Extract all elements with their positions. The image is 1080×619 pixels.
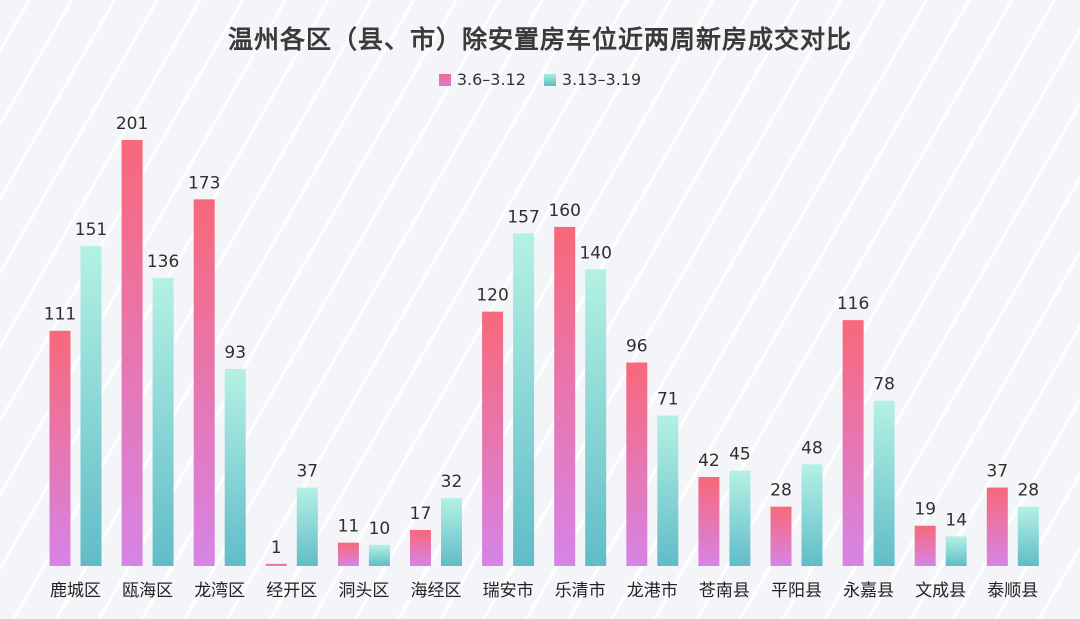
value-label-series-2-14: 28	[1017, 481, 1039, 501]
bar-series-1-13	[914, 525, 936, 566]
bar-series-2-7	[513, 233, 535, 567]
value-label-series-2-4: 37	[296, 462, 318, 482]
value-label-series-2-8: 140	[579, 243, 611, 263]
bar-series-1-7	[482, 311, 504, 566]
bar-series-2-5	[368, 544, 390, 566]
category-label-7: 瑞安市	[483, 581, 534, 601]
x-axis: 鹿城区 瓯海区 龙湾区 经开区 洞头区 海经区 瑞安市 乐清市 龙港市 苍南县 平阳县 永嘉县 文成县 泰…	[50, 581, 1038, 601]
bar-series-2-11	[801, 464, 823, 566]
value-label-series-1-2: 201	[116, 114, 148, 134]
value-label-series-2-3: 93	[224, 343, 246, 363]
value-label-series-1-5: 11	[338, 517, 360, 537]
bar-series-2-8	[585, 269, 607, 566]
chart-legend: 3.6–3.12 3.13–3.19	[0, 70, 1080, 89]
bar-series-2-12	[873, 400, 895, 566]
legend-swatch-series-2	[543, 73, 556, 86]
value-label-series-2-13: 14	[945, 510, 967, 530]
value-label-series-1-3: 173	[188, 173, 220, 193]
legend-label-series-2: 3.13–3.19	[561, 70, 642, 89]
value-label-series-1-10: 42	[698, 451, 720, 471]
category-label-4: 经开区	[266, 581, 317, 601]
value-label-series-1-13: 19	[914, 500, 936, 520]
category-label-1: 鹿城区	[50, 581, 101, 601]
value-label-series-2-5: 10	[369, 519, 391, 539]
category-label-12: 永嘉县	[843, 581, 894, 601]
bar-series-1-6	[410, 529, 431, 566]
value-label-series-1-6: 17	[410, 504, 432, 524]
bar-series-2-2	[152, 277, 174, 566]
bar-series-1-1	[49, 330, 71, 566]
value-label-series-1-1: 111	[44, 305, 76, 325]
category-label-13: 文成县	[915, 581, 966, 601]
category-label-10: 苍南县	[699, 581, 750, 601]
bar-series-1-11	[770, 506, 792, 566]
legend-item-series-2: 3.13–3.19	[543, 70, 642, 89]
category-label-8: 乐清市	[555, 581, 606, 601]
value-label-series-1-9: 96	[626, 337, 648, 357]
category-label-14: 泰顺县	[987, 581, 1038, 601]
value-label-series-2-6: 32	[441, 472, 463, 492]
value-label-series-1-12: 116	[837, 294, 869, 314]
bar-series-1-2	[121, 140, 143, 566]
category-label-3: 龙湾区	[194, 581, 245, 601]
chart-title: 温州各区（县、市）除安置房车位近两周新房成交对比	[227, 25, 852, 54]
value-label-series-2-1: 151	[75, 220, 107, 240]
legend-swatch-series-1	[438, 73, 451, 86]
bar-series-2-6	[441, 498, 462, 566]
bars-group	[49, 140, 1039, 567]
bar-series-2-14	[1017, 506, 1039, 566]
value-labels-group: 111 151 201 136 173 93 1 37 11 10 17 32 120 157 160 140…	[44, 114, 1039, 558]
value-label-series-1-14: 37	[986, 462, 1008, 482]
category-label-6: 海经区	[411, 581, 462, 601]
value-label-series-2-12: 78	[873, 375, 895, 395]
bar-series-1-10	[698, 476, 720, 566]
bar-series-1-14	[986, 487, 1008, 566]
bar-series-2-9	[657, 415, 679, 566]
bar-series-2-1	[80, 245, 102, 566]
bar-series-1-3	[193, 199, 215, 567]
category-label-5: 洞头区	[338, 581, 389, 601]
category-label-9: 龙港市	[627, 581, 678, 601]
bar-series-1-12	[842, 320, 864, 566]
bar-series-1-8	[554, 226, 576, 567]
value-label-series-1-4: 1	[271, 538, 282, 558]
value-label-series-2-7: 157	[507, 207, 539, 227]
bar-series-2-13	[945, 536, 967, 566]
bar-series-2-4	[296, 487, 318, 566]
category-label-2: 瓯海区	[122, 581, 173, 601]
bar-series-1-4	[265, 563, 287, 566]
bar-series-2-10	[729, 470, 751, 566]
value-label-series-1-8: 160	[548, 201, 580, 221]
value-label-series-2-2: 136	[147, 252, 179, 272]
bar-series-1-9	[626, 362, 648, 566]
value-label-series-1-11: 28	[770, 481, 792, 501]
value-label-series-2-11: 48	[801, 438, 823, 458]
value-label-series-2-10: 45	[729, 445, 751, 465]
category-label-11: 平阳县	[771, 581, 822, 601]
bar-series-1-5	[337, 542, 359, 566]
bar-series-2-3	[224, 368, 246, 566]
legend-label-series-1: 3.6–3.12	[456, 70, 526, 89]
value-label-series-1-7: 120	[476, 286, 508, 306]
value-label-series-2-9: 71	[657, 390, 679, 410]
legend-item-series-1: 3.6–3.12	[438, 70, 526, 89]
